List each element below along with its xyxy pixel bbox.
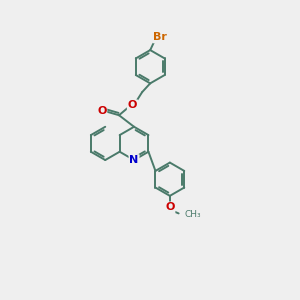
Text: Br: Br <box>153 32 167 42</box>
Text: CH₃: CH₃ <box>184 210 201 219</box>
Text: O: O <box>165 202 175 212</box>
Text: O: O <box>128 100 137 110</box>
Text: O: O <box>97 106 106 116</box>
Text: N: N <box>129 155 139 165</box>
